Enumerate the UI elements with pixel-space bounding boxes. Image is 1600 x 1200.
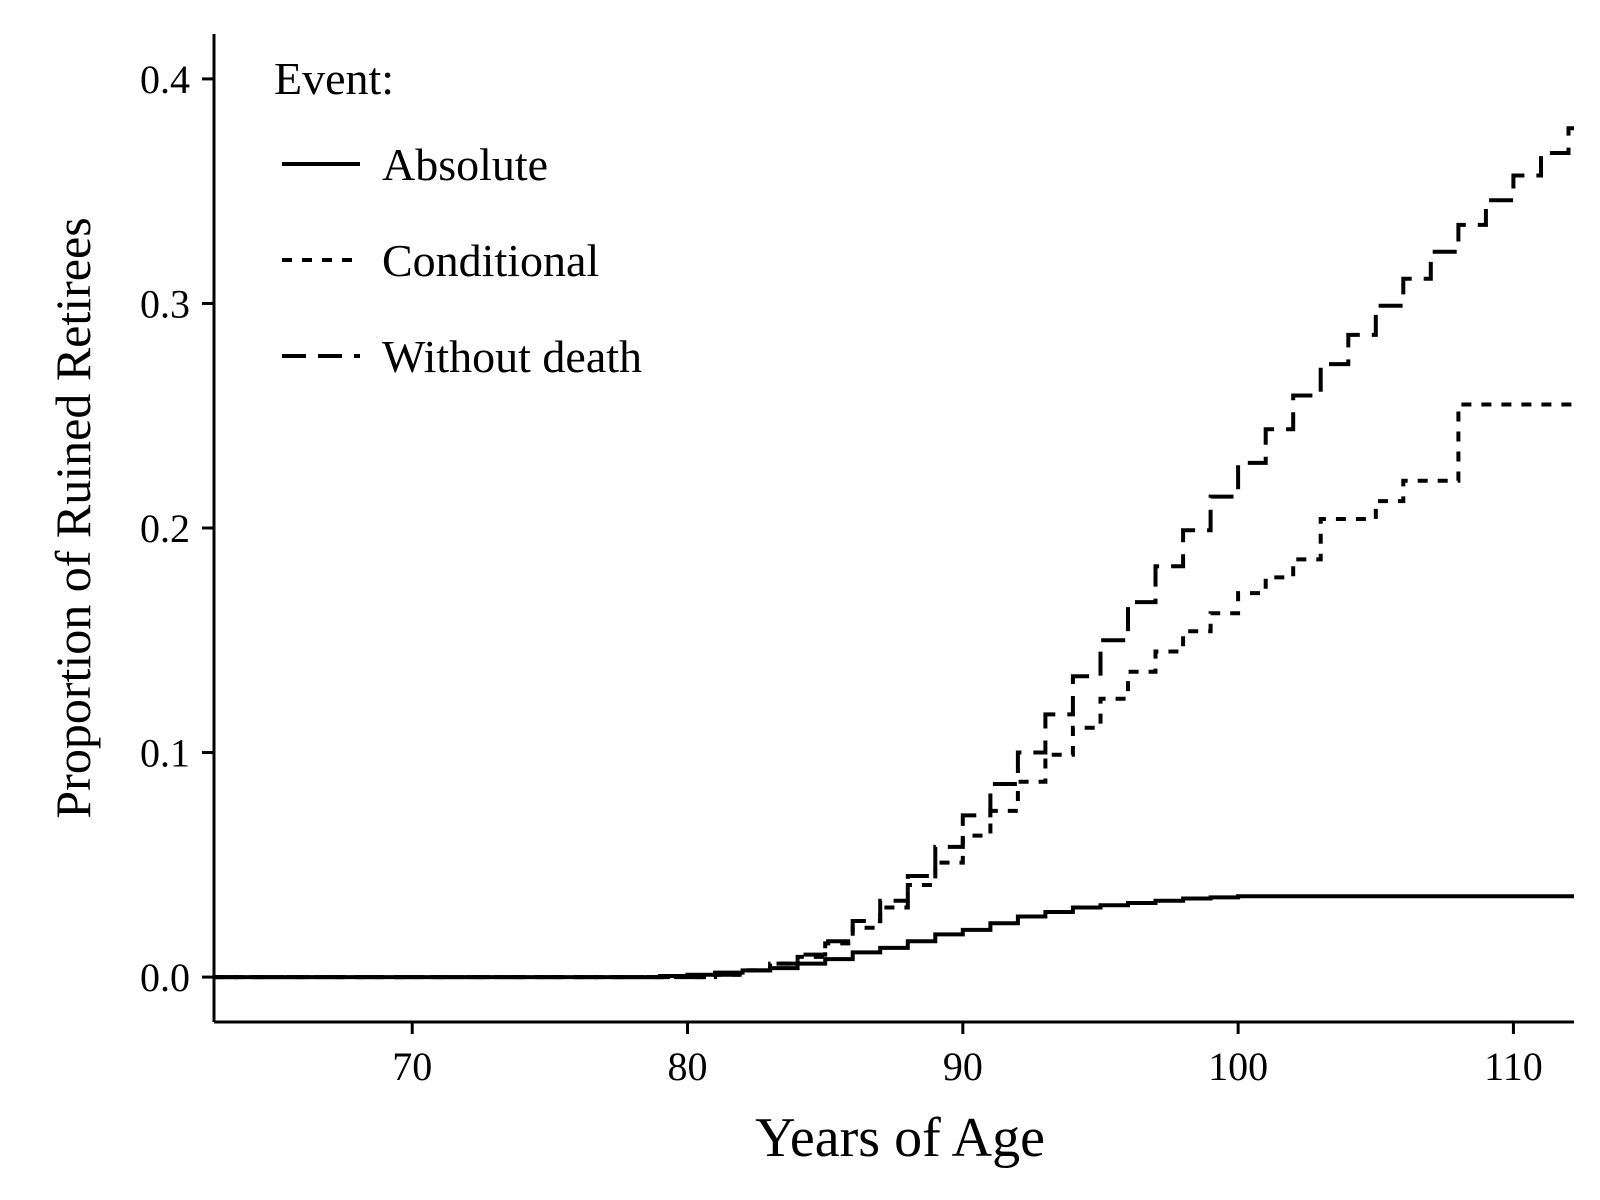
series-lines [214, 126, 1574, 980]
y-tick-label: 0.4 [140, 57, 190, 102]
x-tick-label: 110 [1484, 1044, 1543, 1089]
y-tick-label: 0.3 [140, 281, 190, 326]
x-tick-label: 80 [668, 1044, 708, 1089]
y-ticks: 0.0 0.1 0.2 0.3 0.4 [140, 57, 214, 1000]
y-tick-label: 0.0 [140, 955, 190, 1000]
y-tick-label: 0.2 [140, 506, 190, 551]
legend-items: Absolute Conditional Without death [282, 139, 642, 382]
x-tick-label: 70 [392, 1044, 432, 1089]
legend-label-without-death: Without death [382, 331, 642, 382]
legend-label-absolute: Absolute [382, 139, 548, 190]
legend: Event: Absolute Conditional Without death [274, 53, 642, 382]
y-tick-label: 0.1 [140, 731, 190, 776]
series-line-conditional [214, 402, 1574, 980]
x-ticks: 70 80 90 100 110 [392, 1022, 1543, 1089]
legend-label-conditional: Conditional [382, 235, 599, 286]
series-line-absolute [214, 894, 1574, 980]
legend-title: Event: [274, 53, 394, 104]
x-tick-label: 90 [943, 1044, 983, 1089]
x-axis-title: Years of Age [755, 1107, 1045, 1169]
x-tick-label: 100 [1208, 1044, 1268, 1089]
y-axis-title: Proportion of Ruined Retirees [45, 217, 101, 818]
